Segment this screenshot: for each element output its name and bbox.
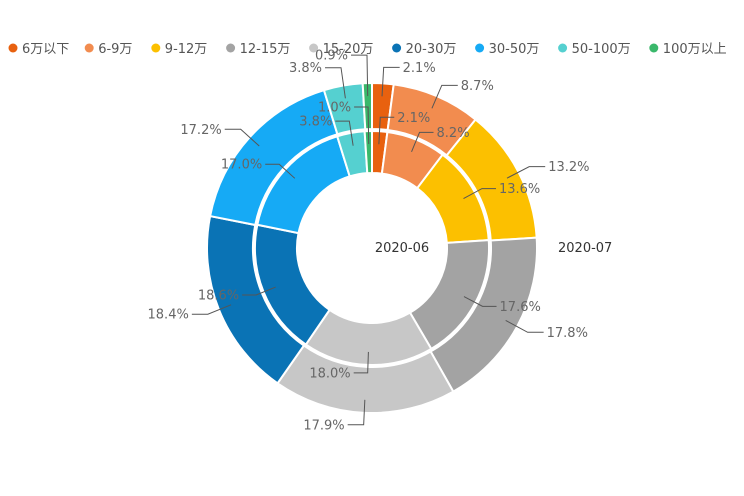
outer-value-label: 3.8% (289, 61, 322, 76)
inner-leader-line (411, 131, 434, 152)
legend-item-50-100w[interactable]: 50-100万 (558, 42, 631, 57)
legend-label: 100万以上 (663, 42, 727, 57)
outer-value-label: 8.7% (461, 79, 494, 94)
legend-marker (226, 43, 236, 53)
outer-leader-line (381, 66, 400, 97)
outer-leader-line (350, 54, 369, 97)
outer-slice-100w-plus[interactable] (361, 81, 373, 131)
legend-item-6-9w[interactable]: 6-9万 (84, 42, 133, 57)
outer-leader-line (224, 128, 260, 147)
legend-label: 9-12万 (165, 42, 208, 57)
legend-item-15-20w[interactable]: 15-20万 (309, 42, 373, 57)
outer-value-label: 17.8% (547, 326, 588, 341)
legend-item-6w-below[interactable]: 6万以下 (8, 42, 70, 57)
legend-marker (151, 43, 161, 53)
legend-item-9-12w[interactable]: 9-12万 (151, 42, 207, 57)
legend-label: 30-50万 (489, 42, 540, 57)
legend-marker (475, 43, 485, 53)
inner-ring (254, 129, 490, 366)
legend-label: 50-100万 (572, 42, 631, 57)
legend-marker (649, 43, 659, 53)
inner-leader-line (353, 351, 369, 374)
legend-marker (8, 43, 18, 53)
inner-leader-line (463, 188, 496, 200)
legend-item-12-15w[interactable]: 12-15万 (226, 42, 290, 57)
inner-leader-line (335, 120, 354, 146)
inner-value-label: 18.6% (198, 288, 239, 303)
inner-leader-line (463, 296, 497, 307)
outer-series-name: 2020-07 (558, 241, 612, 256)
inner-leader-line (378, 116, 395, 145)
legend-label: 15-20万 (323, 42, 374, 57)
outer-leader-line (431, 84, 458, 109)
legend-label: 6万以下 (22, 42, 69, 57)
inner-value-label: 1.0% (318, 101, 351, 116)
inner-value-label: 2.1% (397, 111, 430, 126)
legend-label: 20-30万 (406, 42, 457, 57)
inner-value-label: 3.8% (299, 115, 332, 130)
legend-marker (392, 43, 402, 53)
chart-legend: 6万以下 6-9万 9-12万 12-15万 15-20万 20-30万 30-50万 50-… (8, 42, 727, 57)
inner-slice-100w-plus[interactable] (363, 129, 373, 175)
legend-label: 12-15万 (240, 42, 291, 57)
legend-marker (84, 43, 94, 53)
inner-series-name: 2020-06 (375, 241, 429, 256)
outer-leader-line (347, 399, 366, 426)
inner-value-label: 13.6% (499, 182, 540, 197)
legend-marker (558, 43, 568, 53)
outer-value-label: 18.4% (148, 308, 189, 323)
inner-leader-line (242, 286, 276, 296)
inner-value-label: 17.0% (221, 158, 262, 173)
inner-value-label: 8.2% (437, 126, 470, 141)
outer-value-label: 0.9% (315, 49, 348, 64)
legend-label: 6-9万 (98, 42, 132, 57)
outer-value-label: 13.2% (548, 160, 589, 175)
outer-leader-line (325, 67, 346, 99)
outer-value-label: 17.9% (303, 418, 344, 433)
inner-value-label: 18.0% (309, 366, 350, 381)
slice-labels: 2.1%8.7%13.2%17.8%17.9%18.4%17.2%3.8%0.9… (148, 49, 590, 434)
legend-marker (309, 43, 319, 53)
legend-item-100w-plus[interactable]: 100万以上 (649, 42, 727, 57)
inner-leader-line (265, 163, 296, 179)
outer-value-label: 2.1% (403, 61, 436, 76)
legend-item-30-50w[interactable]: 30-50万 (475, 42, 539, 57)
outer-leader-line (506, 166, 546, 179)
outer-leader-line (505, 319, 544, 333)
inner-value-label: 17.6% (500, 300, 541, 315)
outer-value-label: 17.2% (180, 123, 221, 138)
legend-item-20-30w[interactable]: 20-30万 (392, 42, 456, 57)
outer-leader-line (191, 304, 232, 315)
inner-leader-line (354, 106, 370, 145)
outer-ring (206, 81, 538, 414)
